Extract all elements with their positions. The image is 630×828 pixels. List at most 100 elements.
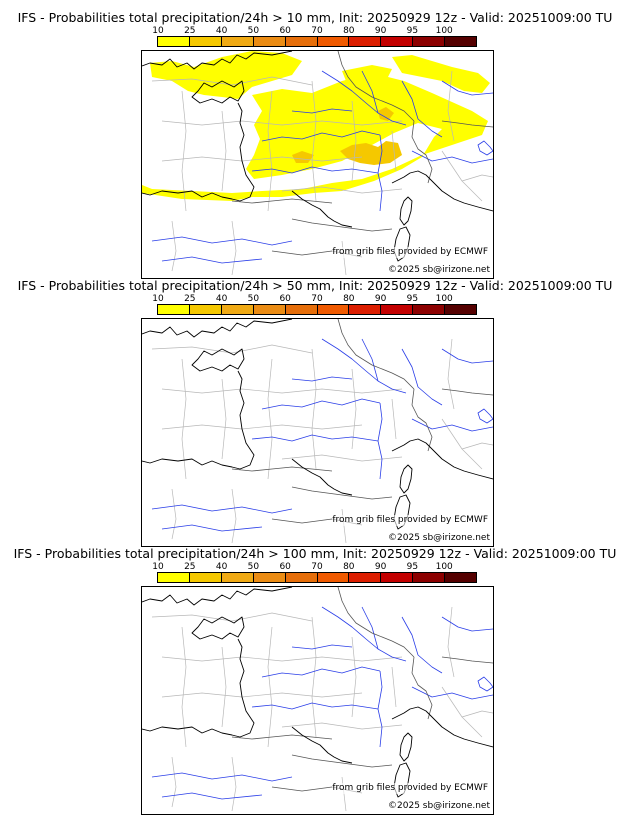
river (411, 150, 493, 164)
lake (477, 140, 493, 156)
river (321, 338, 407, 394)
admin-boundary (351, 368, 357, 450)
river (291, 376, 353, 382)
map-panel-100mm: IFS - Probabilities total precipitation/… (0, 546, 630, 815)
colorbar-label: 10 (152, 562, 164, 572)
country-border (337, 319, 415, 390)
river (441, 616, 493, 632)
river (377, 670, 383, 748)
river (151, 504, 293, 514)
river (361, 338, 379, 382)
colorbar-label: 95 (406, 562, 419, 572)
colorbar-label: 100 (435, 294, 453, 304)
colorbar-label: 25 (184, 562, 196, 572)
river (441, 80, 493, 96)
colorbar-segment (221, 305, 254, 314)
colorbar-label: 70 (311, 294, 323, 304)
map-panel-10mm: IFS - Probabilities total precipitation/… (0, 10, 630, 279)
colorbar-segment (285, 573, 318, 582)
admin-boundary (151, 344, 313, 354)
admin-boundary (231, 220, 237, 276)
colorbar-label: 50 (247, 562, 260, 572)
colorbar-label: 80 (343, 294, 355, 304)
copyright: ©2025 sb@irizone.net (388, 801, 490, 812)
admin-boundary (461, 442, 493, 450)
colorbar-segment (317, 37, 350, 46)
coastline (142, 587, 293, 738)
admin-boundary (171, 220, 177, 272)
admin-boundary (461, 710, 493, 718)
admin-boundary (391, 666, 397, 708)
admin-boundary (181, 358, 187, 480)
river (401, 616, 443, 674)
river (291, 108, 353, 114)
coastline (142, 319, 293, 470)
colorbar-label: 10 (152, 294, 164, 304)
colorbar-label: 60 (279, 562, 291, 572)
admin-boundary (161, 156, 363, 162)
panel-title: IFS - Probabilities total precipitation/… (13, 546, 617, 561)
country-border (291, 218, 393, 232)
precip-probability-area (378, 107, 394, 121)
colorbar-segment (381, 305, 414, 314)
precip-map: from grib files provided by ECMWF ©2025 … (141, 50, 494, 279)
colorbar-label: 95 (406, 26, 419, 36)
map-canvas (142, 587, 493, 812)
country-border (411, 388, 433, 452)
colorbar-label: 50 (247, 294, 260, 304)
precip-probability-area (142, 73, 488, 201)
river (321, 606, 407, 662)
admin-boundary (161, 656, 403, 662)
colorbar-segment (317, 573, 350, 582)
colorbar-segment (189, 37, 222, 46)
country-border (337, 51, 415, 122)
river (291, 644, 353, 650)
admin-boundary (171, 756, 177, 808)
river (261, 398, 381, 410)
country-border (291, 754, 393, 768)
colorbar-labels: 10 25 40 50 60 70 80 90 95 100 (152, 294, 477, 304)
country-border (411, 120, 433, 184)
river (377, 402, 383, 480)
admin-boundary (161, 424, 363, 430)
country-border (411, 656, 433, 720)
river (261, 666, 381, 678)
map-canvas (142, 51, 493, 276)
colorbar-label: 95 (406, 294, 419, 304)
colorbar-segment (253, 573, 286, 582)
river (401, 348, 443, 406)
colorbar-label: 40 (215, 26, 228, 36)
colorbar-label: 70 (311, 562, 323, 572)
colorbar-segment (413, 305, 446, 314)
admin-boundary (461, 174, 493, 182)
colorbar-segment (189, 305, 222, 314)
country-border (231, 734, 333, 740)
source-credit: from grib files provided by ECMWF (332, 515, 488, 526)
admin-boundary (161, 388, 403, 394)
colorbar-segment (221, 37, 254, 46)
coastline (142, 51, 293, 202)
colorbar-segment (349, 573, 382, 582)
admin-boundary (441, 150, 483, 202)
copyright: ©2025 sb@irizone.net (388, 533, 490, 544)
admin-boundary (181, 90, 187, 212)
country-border (441, 388, 493, 396)
colorbar-segment (253, 37, 286, 46)
country-border (441, 120, 493, 128)
admin-boundary (267, 626, 273, 748)
river (377, 134, 383, 212)
river (251, 166, 379, 174)
river (261, 130, 381, 142)
river (151, 772, 293, 782)
admin-boundary (341, 508, 347, 544)
source-credit: from grib files provided by ECMWF (332, 247, 488, 258)
source-credit: from grib files provided by ECMWF (332, 783, 488, 794)
colorbar-segment (381, 37, 414, 46)
colorbar-label: 80 (343, 26, 355, 36)
admin-boundary (231, 756, 237, 812)
country-border (231, 198, 333, 204)
river (161, 256, 263, 264)
colorbar-labels: 10 25 40 50 60 70 80 90 95 100 (152, 26, 477, 36)
admin-boundary (221, 646, 227, 728)
admin-boundary (441, 418, 483, 470)
